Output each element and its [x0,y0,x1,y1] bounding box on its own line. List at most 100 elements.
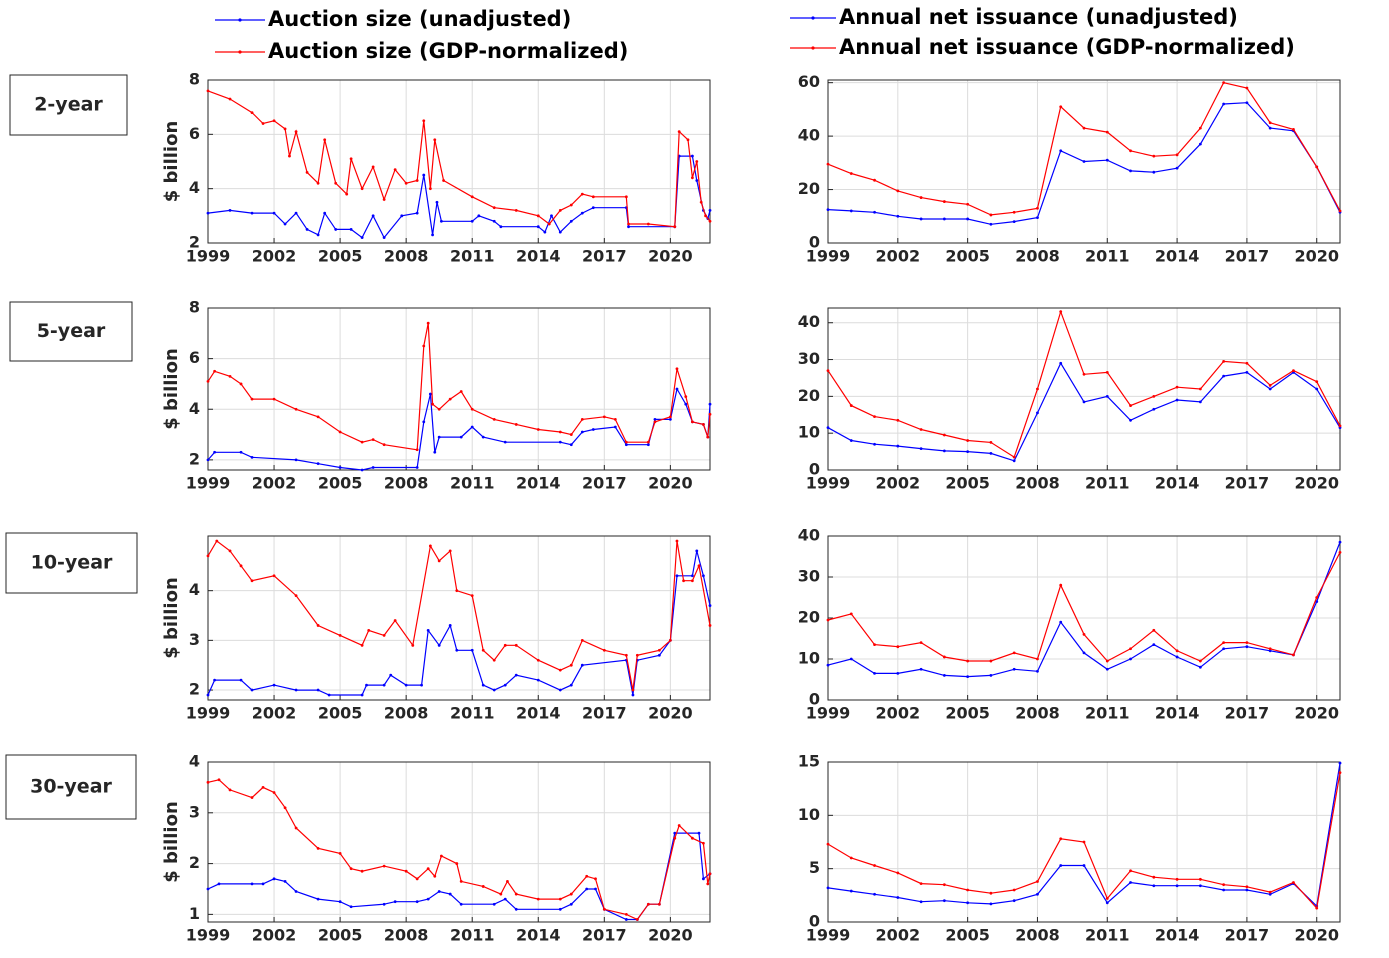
point [428,392,432,396]
point [1105,897,1109,900]
point [426,867,430,871]
legend-label: Annual net issuance (GDP-normalized) [839,35,1295,59]
x-tick-label: 2017 [1225,926,1270,945]
point [371,214,375,218]
point [966,901,970,905]
point [706,435,710,439]
point [382,198,386,201]
point [1105,901,1109,905]
point [966,450,970,453]
y-axis-label: $ billion [161,121,182,203]
point [439,854,443,858]
point [206,458,210,462]
point [1012,667,1016,671]
point [422,344,426,348]
point [514,643,518,647]
point [426,629,430,632]
x-tick-label: 2017 [582,247,627,266]
point [624,440,628,444]
point [708,209,712,212]
x-tick-label: 1999 [806,704,851,723]
point [558,209,562,212]
point [206,380,210,383]
point [492,206,496,210]
axes-box [207,535,711,701]
point [1105,158,1109,162]
point [631,693,635,697]
x-tick-label: 2005 [318,926,363,945]
point [206,554,210,558]
x-tick-label: 2005 [318,474,363,493]
point [239,678,243,682]
point [316,233,320,237]
point [558,897,562,901]
series-line [827,82,1341,216]
point [1129,881,1132,884]
point [569,219,573,223]
point [1292,128,1295,131]
point [613,417,617,421]
x-tick-label: 2008 [1015,474,1060,493]
point [459,902,463,906]
point [1222,647,1226,651]
point [360,693,364,697]
point [1012,888,1016,892]
point [448,397,452,401]
x-tick-label: 1999 [186,926,231,945]
point [849,612,853,616]
point [708,219,712,223]
y-tick-label: 15 [798,752,820,771]
point [228,209,232,212]
legend-label: Auction size (GDP-normalized) [268,39,628,63]
point [873,178,876,182]
point [459,390,463,393]
point [668,638,672,642]
point [1129,404,1132,407]
point [1012,210,1016,214]
point [382,902,386,906]
point [1082,651,1086,655]
y-tick-label: 60 [798,72,820,91]
x-tick-label: 2014 [516,926,561,945]
point [316,897,320,901]
point [360,869,364,873]
y-tick-label: 0 [809,690,820,709]
point [966,202,970,206]
point [360,187,364,191]
series-line [207,832,711,921]
point [989,891,993,895]
point [426,321,430,325]
point [873,864,876,867]
y-tick-label: 10 [798,649,820,668]
point [919,217,923,221]
y-tick-label: 40 [798,312,820,331]
point [1338,771,1342,775]
point [206,887,210,891]
point [896,645,900,649]
point [558,907,562,911]
point [506,879,509,883]
point [206,780,210,784]
series-line [827,102,1341,225]
point [1175,166,1179,170]
y-axis-label: $ billion [161,348,182,430]
point [896,214,900,218]
point [826,886,830,890]
point [316,846,320,850]
x-tick-label: 2020 [1294,704,1339,723]
point [657,902,661,906]
point [591,206,595,210]
series-line [827,541,1341,678]
point [677,130,681,134]
point [1315,380,1319,384]
y-tick-label: 0 [809,460,820,479]
x-tick-label: 2011 [450,926,495,945]
point [668,417,672,421]
point [942,899,946,903]
point [569,433,573,436]
point [360,643,364,647]
point [1292,369,1295,372]
y-tick-label: 2 [189,233,200,252]
point [569,892,573,896]
point [272,683,276,687]
